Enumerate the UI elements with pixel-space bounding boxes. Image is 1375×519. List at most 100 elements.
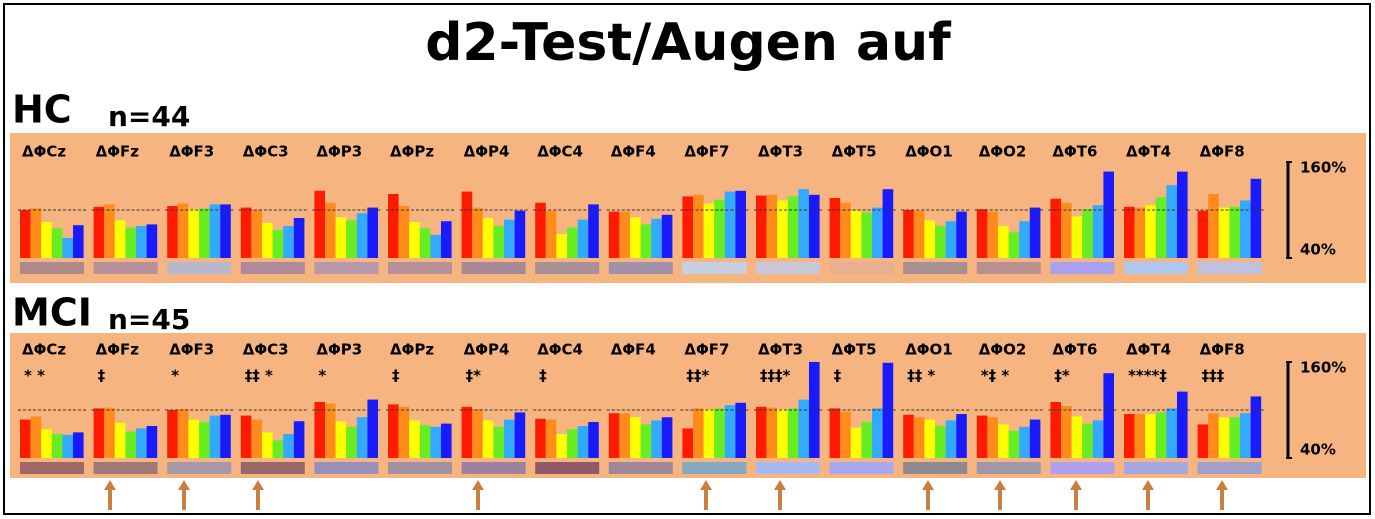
- bar: [220, 414, 231, 458]
- arrow: [700, 480, 712, 510]
- bar: [777, 200, 788, 258]
- bar: [367, 207, 378, 258]
- bar: [388, 404, 399, 458]
- bar: [872, 408, 883, 458]
- bar: [1050, 402, 1061, 458]
- base-strip: [314, 262, 379, 274]
- bar: [1229, 417, 1240, 458]
- bar: [335, 421, 347, 458]
- electrode-label: ΔΦF8: [1200, 143, 1245, 161]
- bar: [787, 196, 799, 258]
- bar: [577, 219, 589, 258]
- electrode-label: ΔΦT6: [1052, 143, 1097, 161]
- bar: [882, 189, 894, 258]
- bar: [472, 409, 483, 458]
- bar: [956, 414, 967, 458]
- bar: [829, 198, 841, 258]
- electrode-label: ΔΦPz: [390, 341, 434, 359]
- base-strip: [240, 262, 305, 274]
- base-strip: [535, 262, 600, 274]
- arrows: [104, 480, 1228, 510]
- bar: [188, 419, 199, 458]
- electrode-label: ΔΦT3: [758, 143, 803, 161]
- bar: [1134, 207, 1146, 258]
- bar: [1208, 413, 1219, 458]
- base-strip: [461, 462, 526, 474]
- bar: [1071, 416, 1083, 458]
- base-strip: [1197, 262, 1262, 274]
- bar: [167, 206, 178, 258]
- bar: [283, 434, 294, 458]
- bar: [146, 426, 158, 458]
- bar: [240, 207, 252, 258]
- electrode-label: ΔΦT3: [758, 341, 803, 359]
- y-tick-label: 160%: [1300, 159, 1346, 177]
- bar: [30, 208, 42, 258]
- bar: [756, 195, 767, 258]
- bar: [209, 415, 221, 458]
- electrode-label: ΔΦF7: [684, 143, 729, 161]
- bar: [51, 434, 63, 458]
- bar: [356, 417, 368, 458]
- significance: ‡‡ *: [907, 367, 935, 385]
- electrode-label: ΔΦP3: [316, 143, 362, 161]
- base-strip: [1124, 262, 1188, 274]
- bar: [314, 190, 325, 258]
- arrow: [1216, 480, 1228, 510]
- bar: [1124, 414, 1135, 458]
- bar: [945, 221, 957, 258]
- bar: [272, 440, 284, 458]
- bar: [1029, 207, 1041, 258]
- electrode-label: ΔΦO2: [979, 143, 1027, 161]
- significance: *: [318, 367, 326, 385]
- bar: [714, 199, 725, 258]
- arrow: [104, 480, 116, 510]
- bar: [651, 218, 662, 258]
- bar: [924, 419, 935, 458]
- bar: [73, 225, 84, 258]
- bar: [724, 191, 736, 258]
- electrode-label: ΔΦO1: [905, 143, 953, 161]
- significance: ****‡: [1128, 367, 1167, 385]
- bar: [430, 426, 441, 458]
- base-strip: [682, 262, 747, 274]
- base-strip: [1124, 462, 1188, 474]
- significance: ‡‡*: [686, 367, 709, 385]
- bar: [125, 431, 136, 458]
- electrode-label: ΔΦF4: [611, 143, 656, 161]
- significance: ‡: [539, 367, 547, 385]
- bar: [703, 203, 715, 258]
- electrode-label: ΔΦCz: [22, 341, 66, 359]
- electrode-label: ΔΦF3: [169, 341, 214, 359]
- significance: *: [171, 367, 179, 385]
- bar: [1145, 205, 1156, 258]
- bar: [388, 194, 399, 258]
- bar: [199, 208, 210, 258]
- bar: [1229, 206, 1240, 258]
- base-strip: [93, 462, 158, 474]
- bar: [945, 420, 957, 458]
- bar: [62, 434, 73, 458]
- bar: [935, 226, 946, 258]
- bar: [51, 228, 63, 258]
- bar: [283, 226, 294, 258]
- bar: [651, 420, 662, 458]
- bar: [20, 210, 31, 258]
- bar: [640, 424, 652, 458]
- base-strip: [829, 462, 894, 474]
- bar: [504, 219, 515, 258]
- bar: [588, 204, 599, 258]
- bar: [93, 408, 105, 458]
- electrode-label: ΔΦC4: [537, 143, 583, 161]
- electrode-label: ΔΦT4: [1126, 143, 1171, 161]
- bar: [199, 422, 210, 458]
- electrode-label: ΔΦT4: [1126, 341, 1171, 359]
- significance: * *: [24, 367, 45, 385]
- base-strip: [756, 462, 820, 474]
- bar: [1218, 207, 1230, 258]
- bar: [1082, 209, 1093, 258]
- bar: [93, 206, 105, 258]
- base-strip: [608, 462, 673, 474]
- arrow: [922, 480, 934, 510]
- bar: [766, 194, 778, 258]
